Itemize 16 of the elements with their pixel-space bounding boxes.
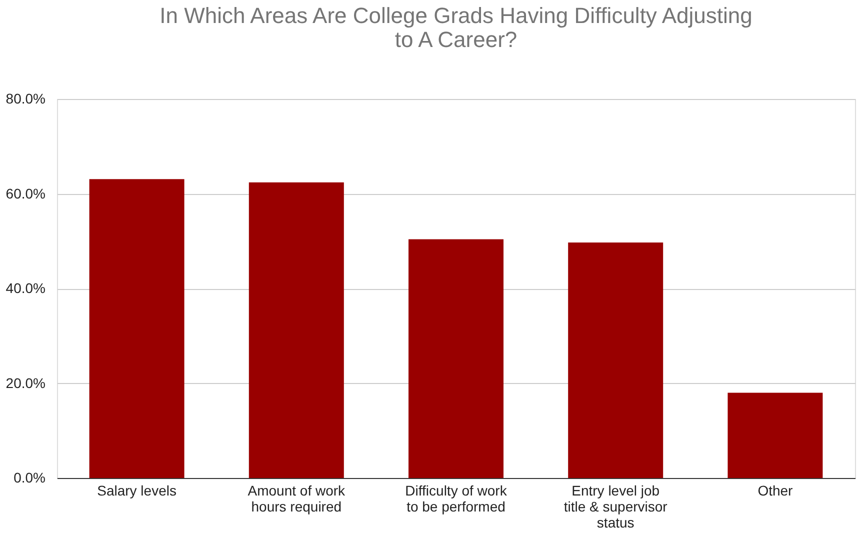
y-tick-label: 40.0% bbox=[6, 280, 46, 296]
x-tick-label: Other bbox=[758, 482, 794, 498]
bar bbox=[728, 392, 823, 478]
y-tick-label: 0.0% bbox=[14, 470, 46, 486]
x-tick-label: Salary levels bbox=[97, 482, 176, 498]
bar bbox=[248, 182, 344, 478]
bar bbox=[89, 179, 184, 478]
bar bbox=[568, 242, 664, 478]
chart-title: In Which Areas Are College Grads Having Difficulty Adjusting to A Career? bbox=[160, 3, 752, 52]
x-tick-label: Amount of work hours required bbox=[248, 482, 346, 514]
y-tick-label: 80.0% bbox=[6, 90, 46, 106]
bar bbox=[408, 239, 504, 478]
x-tick-label: Difficulty of work to be performed bbox=[405, 482, 508, 514]
x-tick-label: Entry level job title & supervisor status bbox=[564, 482, 668, 530]
y-tick-label: 20.0% bbox=[6, 374, 46, 391]
y-tick-label: 60.0% bbox=[6, 185, 46, 202]
